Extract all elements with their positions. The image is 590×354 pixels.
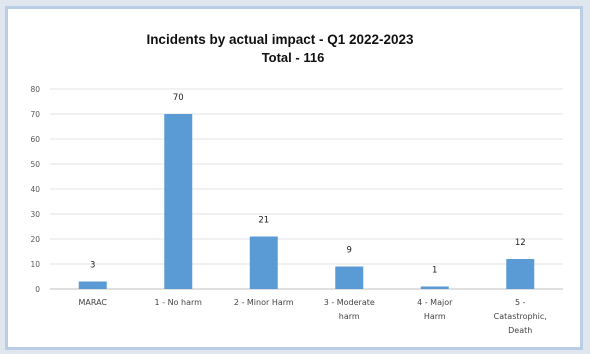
data-label: 1 [432,266,437,276]
x-tick-label: Harm [424,312,446,321]
y-tick-label: 20 [30,235,40,244]
chart-title: Incidents by actual impact - Q1 2022-202… [146,32,414,47]
x-tick-label: 2 - Minor Harm [234,298,294,307]
y-tick-label: 80 [30,85,40,94]
data-label: 9 [347,246,352,256]
bar [78,281,107,289]
x-tick-label: MARAC [78,298,107,307]
chart-subtitle: Total - 116 [262,50,325,65]
x-tick-label: 1 - No harm [155,298,203,307]
y-tick-label: 70 [30,110,40,119]
x-tick-label: Catastrophic, [494,312,547,321]
x-tick-label: harm [339,312,360,321]
bar [335,266,364,289]
bar [249,236,278,289]
bar-chart: Incidents by actual impact - Q1 2022-202… [30,32,563,335]
y-tick-label: 40 [30,185,40,194]
bar [506,259,535,289]
y-tick-label: 30 [30,210,40,219]
y-tick-label: 0 [35,285,40,294]
bar [164,114,193,289]
x-tick-label: 4 - Major [417,298,453,307]
data-label: 3 [90,261,95,271]
data-label: 21 [258,216,269,226]
bar [420,286,449,289]
x-tick-label: 3 - Moderate [324,298,375,307]
y-tick-label: 60 [30,135,40,144]
data-label: 70 [173,93,184,103]
y-tick-label: 50 [30,160,40,169]
data-label: 12 [515,238,526,248]
x-tick-label: 5 - [515,298,526,307]
y-tick-label: 10 [30,260,40,269]
x-tick-label: Death [508,326,532,335]
chart-frame: Incidents by actual impact - Q1 2022-202… [5,6,583,350]
